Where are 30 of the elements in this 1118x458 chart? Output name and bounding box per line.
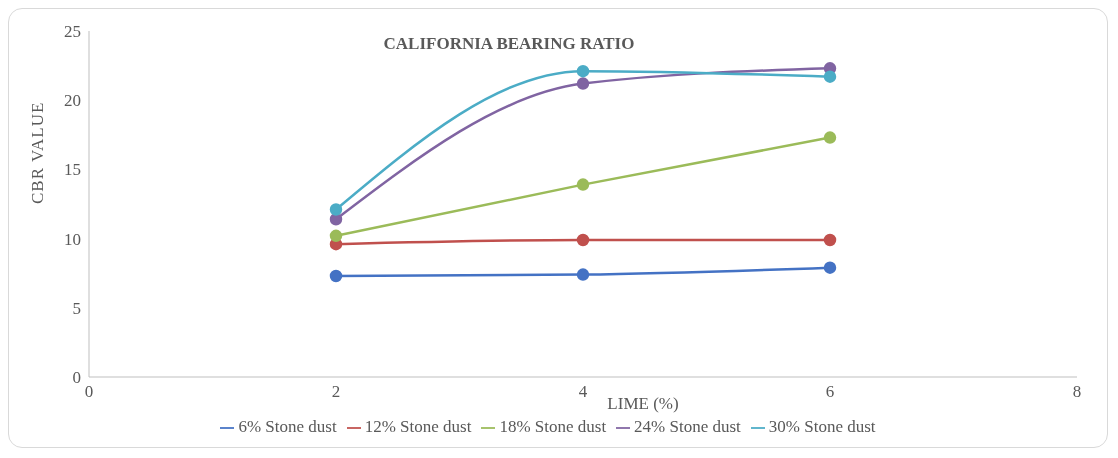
legend-label: 30% Stone dust <box>768 417 876 436</box>
y-tick-label: 0 <box>72 368 81 388</box>
legend-label: 6% Stone dust <box>238 417 337 436</box>
point <box>576 233 590 247</box>
legend-label: 12% Stone dust <box>364 417 472 436</box>
x-axis-title: LIME (%) <box>607 394 679 413</box>
y-axis-title: CBR VALUE <box>28 101 48 204</box>
chart-title: CALIFORNIA BEARING RATIO <box>383 34 635 53</box>
point <box>823 233 837 247</box>
x-tick-label: 6 <box>825 382 835 402</box>
legend-label: 24% Stone dust <box>634 417 741 436</box>
point <box>576 268 590 281</box>
point <box>576 178 590 191</box>
point <box>329 203 343 216</box>
point <box>823 131 837 144</box>
point <box>576 64 590 78</box>
x-tick-label: 4 <box>578 382 588 402</box>
y-tick-label: 20 <box>64 91 81 111</box>
x-tick-label: 2 <box>331 382 341 402</box>
point <box>576 77 590 90</box>
point <box>329 269 343 283</box>
point <box>329 229 343 243</box>
point <box>823 261 837 274</box>
y-tick-label: 5 <box>72 298 81 318</box>
x-tick-label: 8 <box>1072 382 1082 402</box>
y-tick-label: 10 <box>64 229 81 249</box>
point <box>823 70 837 83</box>
legend-label: 18% Stone dust <box>499 417 607 436</box>
y-tick-label: 15 <box>64 160 81 180</box>
y-tick-label: 25 <box>64 22 81 42</box>
